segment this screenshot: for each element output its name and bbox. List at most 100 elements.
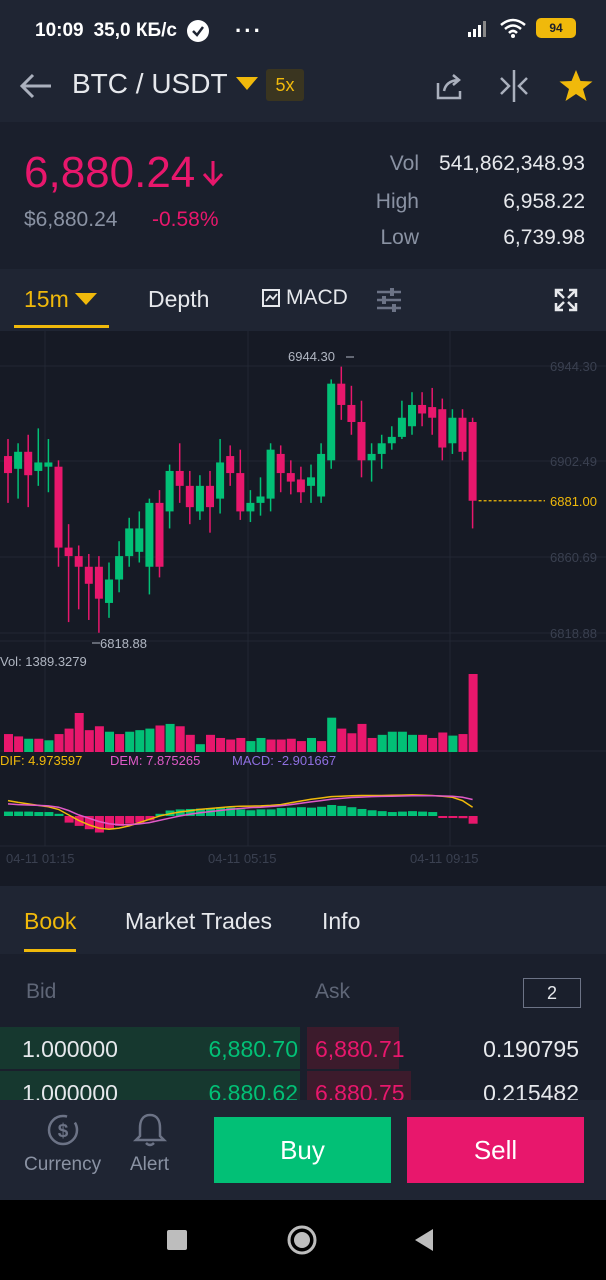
macd-histogram-bar bbox=[408, 811, 417, 816]
sell-button[interactable]: Sell bbox=[407, 1117, 584, 1183]
macd-histogram-bar bbox=[115, 816, 125, 826]
macd-histogram-bar bbox=[54, 813, 64, 816]
volume-bar bbox=[165, 723, 175, 752]
share-icon[interactable] bbox=[429, 66, 469, 106]
dem-label: DEM: 7.875265 bbox=[110, 753, 200, 768]
macd-histogram-bar bbox=[428, 812, 438, 816]
app-header: BTC / USDT 5x bbox=[0, 58, 606, 122]
indicator-label: MACD bbox=[286, 286, 348, 309]
macd-histogram-bar bbox=[377, 811, 387, 816]
macd-histogram-bar bbox=[246, 810, 256, 816]
macd-histogram-bar bbox=[256, 809, 266, 816]
macd-histogram-bar bbox=[438, 816, 448, 818]
down-arrow-icon bbox=[203, 161, 224, 187]
candle-body bbox=[428, 407, 437, 418]
currency-exchange-icon: $ bbox=[47, 1114, 78, 1146]
buy-button[interactable]: Buy bbox=[214, 1117, 391, 1183]
volume-bar bbox=[276, 739, 286, 752]
favorite-star-icon[interactable] bbox=[556, 66, 596, 106]
macd-histogram-bar bbox=[397, 811, 407, 816]
volume-bar bbox=[195, 744, 205, 752]
y-tick-label: 6860.69 bbox=[550, 550, 597, 565]
macd-histogram-bar bbox=[367, 810, 377, 816]
order-book: Bid Ask 2 1.000000 6,880.70 6,880.71 0.1… bbox=[0, 954, 606, 1104]
stat-low: Low 6,739.98 bbox=[339, 226, 585, 250]
macd-histogram-bar bbox=[418, 811, 428, 816]
volume-bar bbox=[458, 734, 468, 752]
volume-bar bbox=[24, 738, 34, 752]
macd-histogram-bar bbox=[125, 816, 135, 824]
battery-indicator: 94 bbox=[536, 18, 576, 38]
fullscreen-icon[interactable] bbox=[554, 288, 578, 312]
depth-selector[interactable]: 2 bbox=[523, 978, 581, 1008]
candle-body bbox=[327, 383, 336, 461]
more-notifications-icon: ··· bbox=[234, 18, 263, 43]
book-tab-indicator bbox=[24, 949, 76, 952]
volume-bar bbox=[266, 739, 276, 752]
tab-interval[interactable]: 15m bbox=[24, 286, 97, 313]
volume-bar bbox=[337, 728, 347, 752]
volume-bar bbox=[115, 734, 125, 752]
order-row[interactable]: 1.000000 6,880.70 6,880.71 0.190795 bbox=[0, 1027, 606, 1069]
macd-histogram-bar bbox=[94, 816, 104, 833]
bid-depth-bar bbox=[0, 1027, 300, 1069]
candle-body bbox=[216, 462, 225, 499]
candle-body bbox=[266, 449, 275, 499]
tab-book[interactable]: Book bbox=[24, 908, 77, 934]
candle-body bbox=[64, 547, 73, 557]
home-icon[interactable] bbox=[284, 1222, 320, 1258]
dem-line bbox=[7, 795, 473, 826]
tab-depth[interactable]: Depth bbox=[148, 286, 210, 312]
macd-histogram-bar bbox=[286, 807, 296, 816]
candle-body bbox=[175, 470, 184, 486]
pair-selector[interactable]: BTC / USDT bbox=[72, 68, 258, 100]
tab-market-trades[interactable]: Market Trades bbox=[125, 908, 272, 934]
candlestick-chart[interactable]: 6944.30 6902.49 6860.69 6818.88 6881.00 … bbox=[0, 331, 606, 886]
macd-histogram-bar bbox=[135, 816, 145, 823]
recents-icon[interactable] bbox=[159, 1222, 195, 1258]
bell-icon bbox=[132, 1113, 167, 1147]
back-icon[interactable] bbox=[16, 66, 56, 106]
volume-bar bbox=[357, 723, 367, 752]
macd-histogram-bar bbox=[216, 807, 226, 816]
macd-histogram-bar bbox=[155, 813, 165, 816]
candle-body bbox=[155, 502, 164, 567]
volume-bar bbox=[34, 738, 44, 752]
macd-histogram-bar bbox=[14, 811, 24, 816]
tab-indicator[interactable]: MACD bbox=[262, 286, 348, 310]
chart-canvas: 6944.30 6902.49 6860.69 6818.88 6881.00 … bbox=[0, 331, 606, 866]
compare-icon[interactable] bbox=[494, 66, 534, 106]
volume-bar bbox=[84, 730, 94, 752]
macd-histogram-bar bbox=[236, 809, 246, 816]
alert-button[interactable]: Alert bbox=[130, 1112, 169, 1176]
candle-body bbox=[296, 479, 305, 493]
bid-price: 6,880.70 bbox=[208, 1036, 298, 1062]
currency-button[interactable]: $ Currency bbox=[24, 1112, 101, 1176]
candle-body bbox=[286, 473, 295, 482]
tab-info[interactable]: Info bbox=[322, 908, 361, 934]
candle-body bbox=[145, 502, 154, 567]
book-tabbar: Book Market Trades Info bbox=[0, 886, 606, 954]
macd-histogram-bar bbox=[468, 816, 478, 824]
volume-bar bbox=[94, 726, 104, 752]
candle-body bbox=[256, 496, 265, 503]
candle-body bbox=[54, 466, 63, 548]
volume-bar bbox=[246, 741, 256, 752]
macd-histogram-bar bbox=[34, 812, 44, 816]
volume-bar bbox=[377, 734, 387, 752]
ask-amount: 0.190795 bbox=[483, 1036, 579, 1062]
action-bar: $ Currency Alert Buy Sell bbox=[0, 1100, 606, 1200]
candle-body bbox=[317, 453, 326, 497]
volume-bar bbox=[175, 726, 185, 752]
volume-bar bbox=[286, 738, 296, 752]
pair-label: BTC / USDT bbox=[72, 68, 228, 99]
stat-label: High bbox=[375, 190, 419, 213]
status-bar: 10:09 35,0 КБ/с ··· 94 bbox=[0, 0, 606, 58]
settings-sliders-icon[interactable] bbox=[376, 288, 402, 312]
candle-body bbox=[34, 462, 43, 471]
leverage-badge: 5x bbox=[266, 69, 304, 101]
dif-label: DIF: 4.973597 bbox=[0, 753, 82, 768]
volume-bar bbox=[408, 734, 417, 752]
candle-body bbox=[357, 421, 366, 461]
back-nav-icon[interactable] bbox=[406, 1222, 442, 1258]
